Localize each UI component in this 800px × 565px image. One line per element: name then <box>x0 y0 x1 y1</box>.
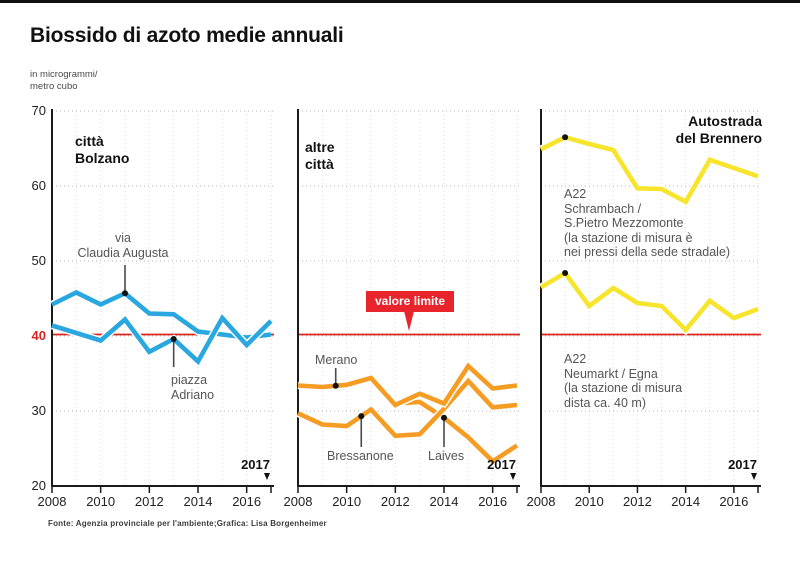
y-tick-label: 50 <box>31 253 46 268</box>
chart-canvas <box>50 109 761 493</box>
x-tick-label: 2012 <box>380 494 410 509</box>
x-tick-label: 2016 <box>719 494 749 509</box>
end-year-label-panel2: 2017 <box>487 457 516 472</box>
annotation-laives: Laives <box>428 449 465 463</box>
annotation-merano: Merano <box>315 353 358 367</box>
axis <box>51 109 274 487</box>
end-year-arrow-icon <box>264 473 270 480</box>
x-tick-label: 2016 <box>478 494 508 509</box>
annotation-dot <box>358 413 365 420</box>
x-tick-label: 2010 <box>332 494 362 509</box>
y-tick-label: 40 <box>31 328 46 343</box>
y-tick-label: 20 <box>31 478 46 493</box>
series-line-bressanone <box>297 377 518 439</box>
annotation-piazza-adriano: piazza Adriano <box>171 373 215 402</box>
end-year-arrow-icon <box>751 473 757 480</box>
x-tick-label: 2008 <box>37 494 67 509</box>
x-tick-label: 2010 <box>86 494 116 509</box>
axis <box>540 109 761 487</box>
panel-title-citta-bolzano: città Bolzano <box>75 133 130 166</box>
unit-label: in microgrammi/ metro cubo <box>30 69 98 92</box>
annotation-dot <box>170 336 177 342</box>
x-tick-label: 2008 <box>526 494 556 509</box>
limit-value-badge: valore limite <box>366 291 455 312</box>
series-line-a22-neumarkt-egna <box>539 269 759 334</box>
x-tick-label: 2014 <box>671 494 701 509</box>
annotation-a22-neumarkt-egna: A22 Neumarkt / Egna (la stazione di misu… <box>564 352 683 410</box>
y-tick-label: 30 <box>31 403 46 418</box>
panel-title-altre-citta: altre città <box>305 139 335 172</box>
end-year-label-panel3: 2017 <box>728 457 757 472</box>
annotation-dot <box>562 270 569 276</box>
end-year-label-panel1: 2017 <box>241 457 270 472</box>
x-tick-label: 2014 <box>183 494 213 509</box>
series-halo-piazza-adriano <box>50 311 274 368</box>
series-line-laives <box>395 399 519 465</box>
y-tick-label: 60 <box>31 178 46 193</box>
annotation-dot <box>562 134 569 141</box>
annotation-dot <box>332 382 339 389</box>
annotation-dot <box>441 414 447 421</box>
axis <box>297 109 520 487</box>
panel-title-autostrada-brennero: Autostrada del Brennero <box>675 113 762 146</box>
series-line-piazza-adriano <box>51 314 273 366</box>
annotation-dot <box>122 290 128 297</box>
annotation-via-claudia-augusta: via Claudia Augusta <box>77 231 169 260</box>
series-line-a22-schrambach-s-pietro-mezzomonte <box>539 134 759 205</box>
x-tick-label: 2008 <box>283 494 313 509</box>
annotation-bressanone: Bressanone <box>327 449 394 463</box>
x-tick-label: 2012 <box>622 494 652 509</box>
y-tick-label: 70 <box>31 103 46 118</box>
x-tick-label: 2012 <box>134 494 164 509</box>
end-year-arrow-icon <box>510 473 516 480</box>
x-tick-label: 2014 <box>429 494 459 509</box>
page-title: Biossido di azoto medie annuali <box>30 24 344 47</box>
annotation-a22-schrambach: A22 Schrambach / S.Pietro Mezzomonte (la… <box>564 187 731 259</box>
limit-badge-pointer-icon <box>404 311 414 331</box>
source-credit: Fonte: Agenzia provinciale per l'ambient… <box>48 519 327 528</box>
x-tick-label: 2016 <box>232 494 262 509</box>
x-tick-label: 2010 <box>574 494 604 509</box>
